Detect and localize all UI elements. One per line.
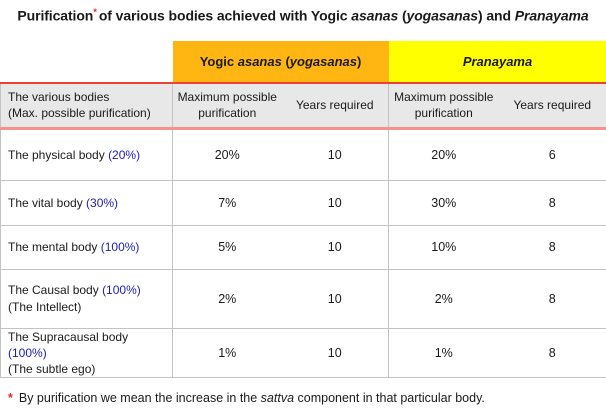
page-title: Purification* of various bodies achieved …: [17, 7, 589, 24]
purification-table: Yogic asanas (yogasanas) Pranayama The v…: [0, 40, 606, 379]
column-header-row: The various bodies (Max. possible purific…: [0, 82, 606, 130]
table-row: The physical body (20%) 20% 10 20% 6: [0, 128, 606, 181]
value-cell: 10: [281, 328, 389, 379]
value-cell: 30%: [388, 180, 499, 226]
table-row: The Supracausal body (100%) (The subtle e…: [0, 328, 606, 379]
value-cell: 1%: [388, 328, 499, 379]
value-cell: 10: [281, 225, 389, 270]
body-label: The vital body (30%): [0, 180, 173, 226]
value-cell: 10%: [388, 225, 499, 270]
value-cell: 10: [281, 269, 389, 329]
value-cell: 10: [281, 180, 389, 226]
body-label: The Causal body (100%) (The Intellect): [0, 269, 173, 329]
value-cell: 5%: [172, 225, 282, 270]
value-cell: 8: [498, 180, 606, 226]
group-header-yogic-asanas: Yogic asanas (yogasanas): [172, 40, 389, 84]
table-row: The vital body (30%) 7% 10 30% 8: [0, 180, 606, 226]
body-label: The Supracausal body (100%) (The subtle e…: [0, 328, 173, 379]
row-header-various-bodies: The various bodies (Max. possible purific…: [0, 82, 173, 130]
group-header-pranayama: Pranayama: [388, 40, 606, 84]
col-header-pranayama-max-purification: Maximum possible purification: [388, 82, 499, 130]
value-cell: 10: [281, 128, 389, 181]
value-cell: 7%: [172, 180, 282, 226]
value-cell: 20%: [172, 128, 282, 181]
table-row: The mental body (100%) 5% 10 10% 8: [0, 225, 606, 270]
value-cell: 1%: [172, 328, 282, 379]
footnote: * By purification we mean the increase in…: [8, 391, 485, 406]
body-label: The physical body (20%): [0, 128, 173, 181]
col-header-yogic-years-required: Years required: [281, 82, 389, 130]
corner-empty-cell: [0, 40, 173, 84]
col-header-pranayama-years-required: Years required: [498, 82, 606, 130]
value-cell: 2%: [388, 269, 499, 329]
value-cell: 8: [498, 269, 606, 329]
col-header-yogic-max-purification: Maximum possible purification: [172, 82, 282, 130]
group-header-row: Yogic asanas (yogasanas) Pranayama: [0, 40, 606, 84]
table-body: The physical body (20%) 20% 10 20% 6 The vita…: [0, 128, 606, 379]
value-cell: 20%: [388, 128, 499, 181]
page: Purification* of various bodies achieved …: [0, 7, 606, 406]
value-cell: 2%: [172, 269, 282, 329]
value-cell: 8: [498, 328, 606, 379]
value-cell: 6: [498, 128, 606, 181]
value-cell: 8: [498, 225, 606, 270]
body-label: The mental body (100%): [0, 225, 173, 270]
table-row: The Causal body (100%) (The Intellect) 2% 1…: [0, 269, 606, 329]
